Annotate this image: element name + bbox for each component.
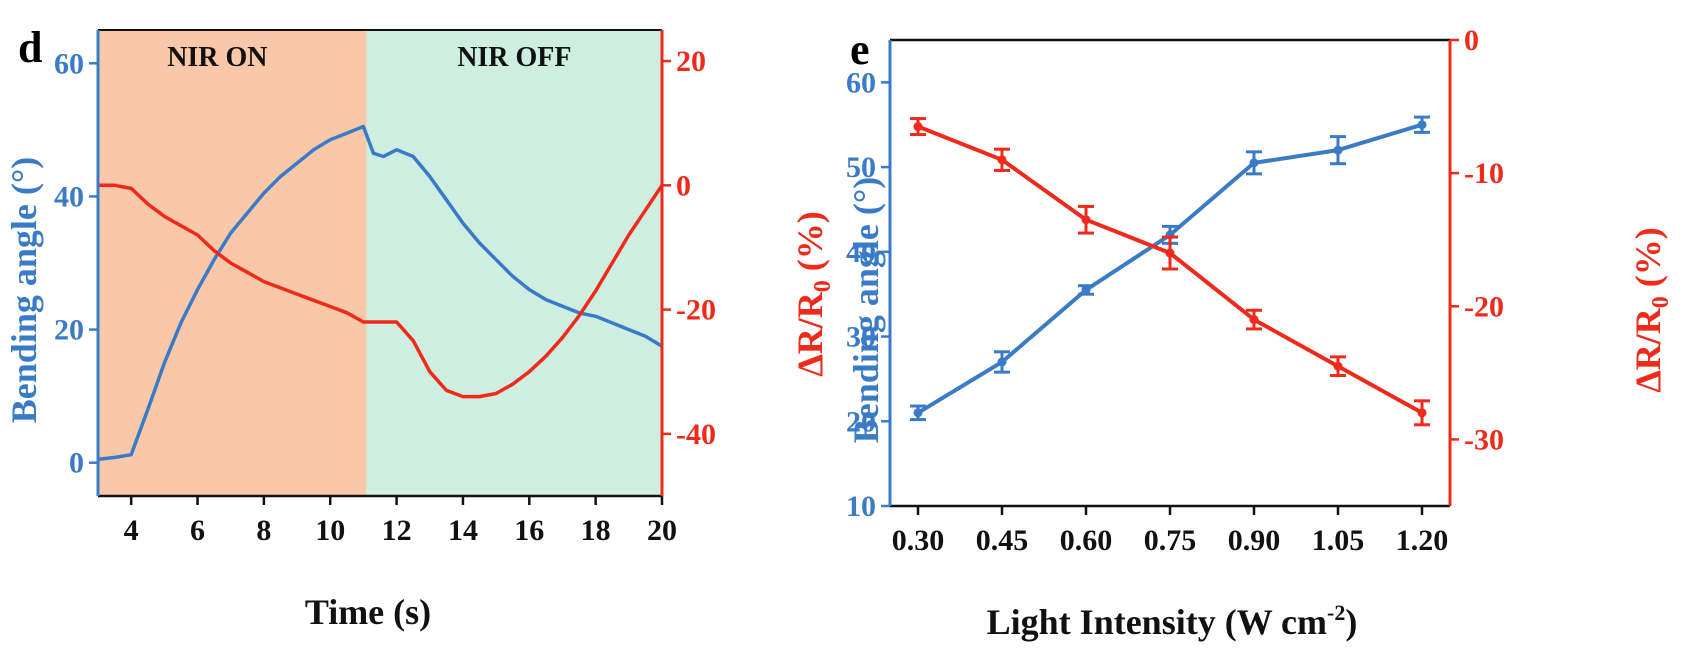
panel-d-x-tick-label: 6 xyxy=(190,514,205,547)
panel-e-data-point xyxy=(1333,361,1343,371)
panel-e-right-axis-title: ΔR/R0 (%) xyxy=(1628,227,1674,393)
panel-d-right-tick-label: -40 xyxy=(676,418,716,451)
panel-d-x-tick-label: 20 xyxy=(647,514,677,547)
panel-e-series xyxy=(910,115,1430,427)
panel-e-left-tick-label: 40 xyxy=(846,236,876,269)
panel-e-left-tick-label: 60 xyxy=(846,66,876,99)
panel-e-data-point xyxy=(997,357,1007,367)
panel-d-left-tick-label: 20 xyxy=(54,314,84,347)
panel-e-left-axis-title: Bending angle (°) xyxy=(846,177,886,443)
panel-e-left-tick-label: 20 xyxy=(846,405,876,438)
panel-e-data-point xyxy=(1081,215,1091,225)
panel-e-data-point xyxy=(913,122,923,132)
panel-d-x-tick-label: 18 xyxy=(581,514,611,547)
panel-d-letter: d xyxy=(18,23,42,72)
panel-e-data-point xyxy=(913,408,923,418)
panel-e-x-tick-label: 1.05 xyxy=(1312,524,1365,557)
panel-e-data-point xyxy=(1417,120,1427,130)
panel-d-left-axis-title: Bending angle (°) xyxy=(4,157,44,423)
panel-e-x-axis-title: Light Intensity (W cm-2) xyxy=(987,600,1358,642)
panel-d-left-tick-label: 0 xyxy=(69,447,84,480)
panel-e-right-tick-label: -10 xyxy=(1464,157,1504,190)
panel-d-x-tick-label: 14 xyxy=(448,514,478,547)
panel-d-right-tick-label: -20 xyxy=(676,294,716,327)
panel-e-right-axis-title-sub: 0 xyxy=(1648,296,1674,308)
panel-d-x-tick-label: 12 xyxy=(382,514,412,547)
panel-d-right-axis-title: ΔR/R0 (%) xyxy=(790,211,836,377)
panel-d-left-tick-label: 60 xyxy=(54,47,84,80)
panel-e-x-axis-title-main: Light Intensity (W cm xyxy=(987,602,1327,642)
panel-e-right-tick-label: 0 xyxy=(1464,24,1479,57)
panel-e-left-tick-label: 30 xyxy=(846,321,876,354)
panel-d-right-axis-title-main: ΔR/R xyxy=(790,291,830,377)
panel-d-right-tick-label: 0 xyxy=(676,169,691,202)
panel-e-x-tick-label: 0.45 xyxy=(976,524,1029,557)
panel-e-data-point xyxy=(1249,315,1259,325)
panel-d-x-tick-label: 16 xyxy=(514,514,544,547)
panel-e-data-point xyxy=(1333,145,1343,155)
panel-d-x-tick-label: 10 xyxy=(315,514,345,547)
panel-d-series-line-blue xyxy=(97,124,663,462)
panel-d-right-axis-title-tail: (%) xyxy=(790,211,830,280)
panel-e-left-tick-label: 50 xyxy=(846,151,876,184)
nir-off-region xyxy=(366,30,662,496)
panel-e-x-tick-label: 0.75 xyxy=(1144,524,1197,557)
panel-e-x-axis-title-tail: ) xyxy=(1345,602,1357,642)
panel-d-left-tick-label: 40 xyxy=(54,180,84,213)
panel-e-letter: e xyxy=(850,25,870,74)
panel-e-data-point xyxy=(1417,408,1427,418)
panel-d-x-tick-label: 8 xyxy=(256,514,271,547)
panel-d-series xyxy=(97,124,664,462)
panel-e-x-axis-title-sup: -2 xyxy=(1327,600,1345,625)
panel-e-axes: 0.30 0.45 0.60 0.75 0.90 1.05 1.20 10 20 30 40 50 60… xyxy=(846,24,1504,557)
panel-e-x-tick-label: 0.90 xyxy=(1228,524,1281,557)
panel-e-right-axis-title-tail: (%) xyxy=(1628,227,1668,296)
panel-e-x-tick-label: 1.20 xyxy=(1396,524,1449,557)
panel-e-data-point xyxy=(997,155,1007,165)
panel-d-series-line-red xyxy=(98,183,664,399)
panel-e-chart: 0.30 0.45 0.60 0.75 0.90 1.05 1.20 10 20 30 40 50 60… xyxy=(846,24,1674,642)
panel-d-x-axis-title: Time (s) xyxy=(305,592,431,632)
panel-e-right-axis-title-main: ΔR/R xyxy=(1628,307,1668,393)
nir-on-label: NIR ON xyxy=(167,42,267,73)
panel-e-right-tick-label: -20 xyxy=(1464,290,1504,323)
panel-e-x-tick-label: 0.60 xyxy=(1060,524,1113,557)
panel-e-right-tick-label: -30 xyxy=(1464,423,1504,456)
panel-e-data-point xyxy=(1249,158,1259,168)
panel-d-x-tick-label: 4 xyxy=(124,514,139,547)
panel-e-x-tick-label: 0.30 xyxy=(892,524,945,557)
panel-d-chart: NIR ON NIR OFF 4 6 8 10 12 14 16 18 20 0 20 40 60 20 0… xyxy=(4,23,836,632)
nir-off-label: NIR OFF xyxy=(457,42,571,73)
panel-e-data-point xyxy=(1165,248,1175,258)
panel-e-left-tick-label: 10 xyxy=(846,490,876,523)
panel-d-right-axis-title-sub: 0 xyxy=(810,280,836,292)
panel-d-right-tick-label: 20 xyxy=(676,45,706,78)
panel-d-axes: 4 6 8 10 12 14 16 18 20 0 20 40 60 20 0 -20 -40 xyxy=(54,29,716,547)
panel-e-data-point xyxy=(1081,285,1091,295)
